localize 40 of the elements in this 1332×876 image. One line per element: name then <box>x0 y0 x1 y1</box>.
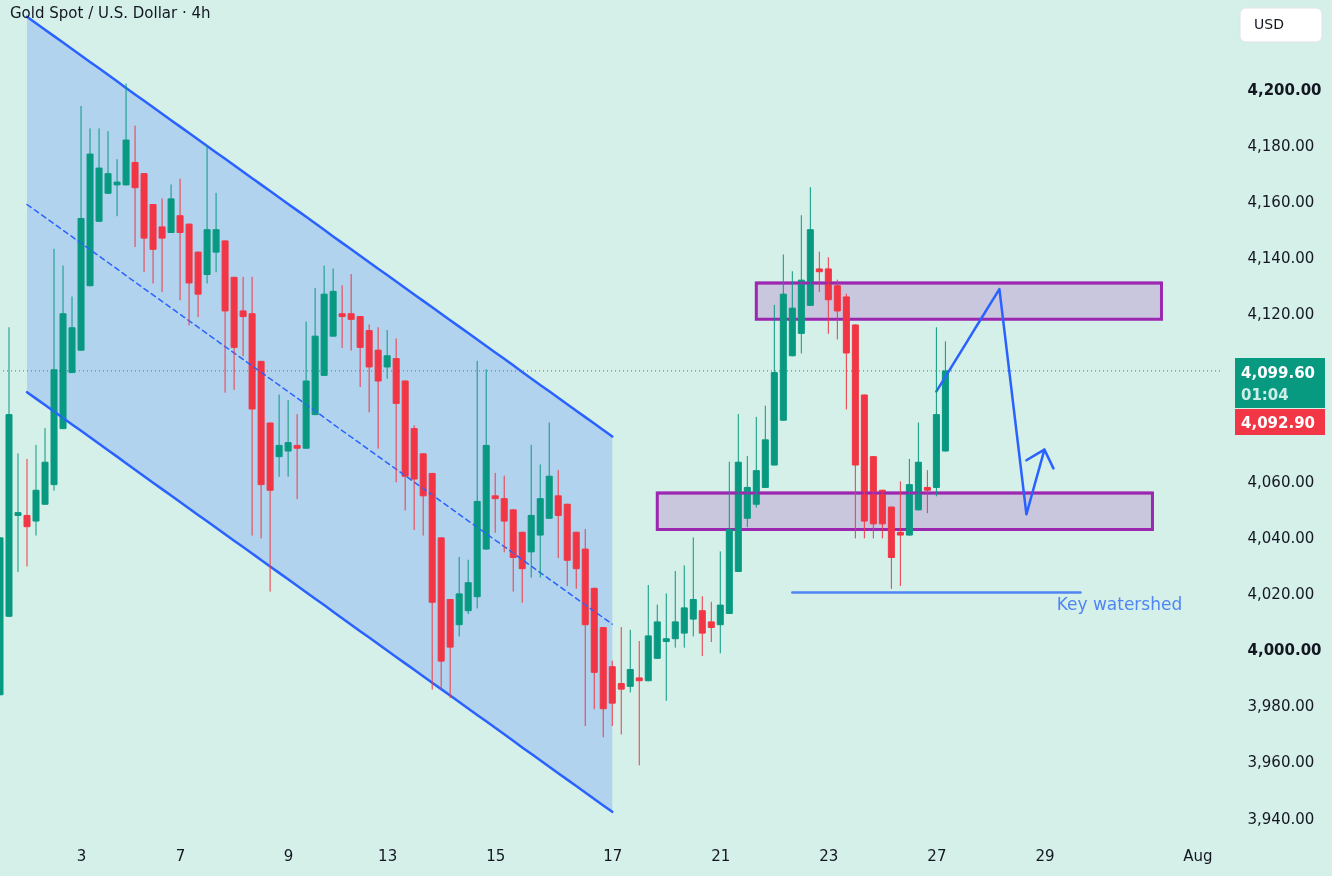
y-tick-label: 3,960.00 <box>1247 753 1315 772</box>
text: 01:04 <box>1241 385 1289 404</box>
y-tick-label: 4,040.00 <box>1247 529 1315 548</box>
y-axis-title: USD <box>1254 16 1284 32</box>
x-tick-label: 27 <box>927 846 947 865</box>
candlestick <box>707 601 715 643</box>
y-tick-label: 4,200.00 <box>1247 81 1322 100</box>
y-tick-label: 3,980.00 <box>1247 697 1315 716</box>
x-tick-label: 17 <box>603 846 623 865</box>
y-tick-label: 4,140.00 <box>1247 249 1315 268</box>
x-tick-label: 21 <box>711 846 731 865</box>
candlestick <box>293 414 301 500</box>
series-label: Key watershed <box>1056 594 1183 615</box>
y-tick-label: 4,160.00 <box>1247 193 1315 212</box>
y-tick-label: 4,120.00 <box>1247 305 1315 324</box>
chart-title: Gold Spot / U.S. Dollar · 4h <box>10 4 211 22</box>
x-tick-label: 3 <box>76 846 87 865</box>
candlestick <box>662 593 670 701</box>
y-tick-label: 3,940.00 <box>1247 809 1315 828</box>
candlestick <box>491 472 499 533</box>
ref-line-label: 4,099.60 <box>1241 363 1316 382</box>
candlestick <box>635 641 643 766</box>
candlestick <box>617 627 625 735</box>
y-tick-label: 4,000.00 <box>1247 641 1322 660</box>
x-tick-label: 23 <box>819 846 839 865</box>
y-tick-label: 4,020.00 <box>1247 585 1315 604</box>
line-series <box>26 203 613 625</box>
y-tick-label: 4,180.00 <box>1247 137 1315 156</box>
x-tick-label: Aug <box>1183 846 1213 865</box>
x-tick-label: 13 <box>378 846 398 865</box>
y-tick-label: 4,060.00 <box>1247 473 1315 492</box>
x-tick-label: 7 <box>175 846 186 865</box>
x-tick-label: 15 <box>486 846 506 865</box>
line-series <box>25 390 614 814</box>
candlestick <box>815 251 823 292</box>
candlestick <box>923 470 931 514</box>
candlestick <box>896 481 904 586</box>
text: 4,092.90 <box>1241 413 1316 432</box>
x-tick-label: 29 <box>1035 846 1055 865</box>
x-tick-label: 9 <box>283 846 294 865</box>
